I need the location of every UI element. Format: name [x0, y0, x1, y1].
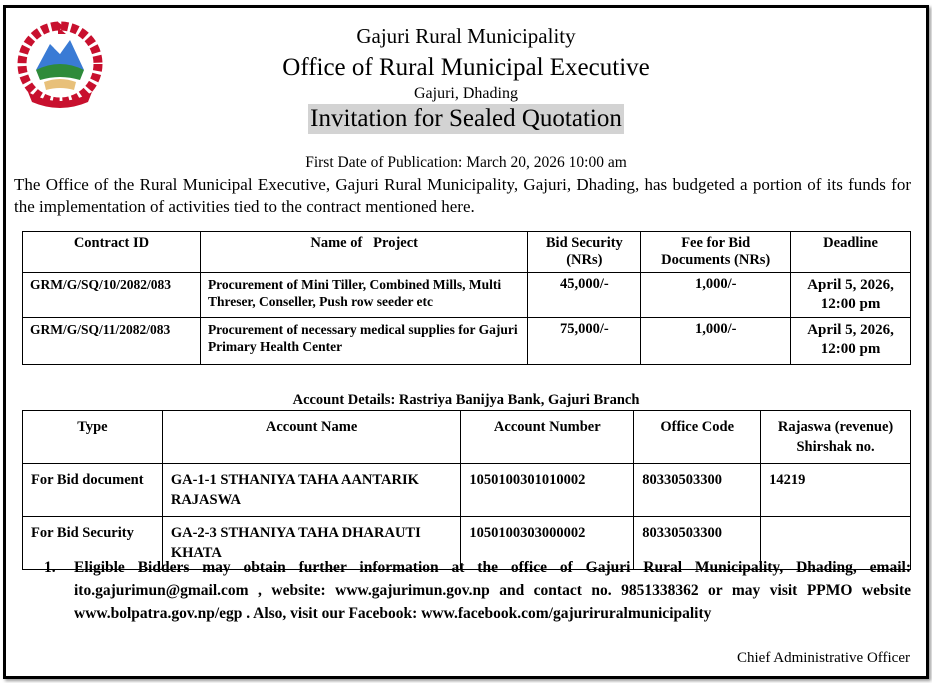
table-row: For Bid document GA-1-1 STHANIYA TAHA AA… [22, 463, 911, 517]
account-type: For Bid Security [22, 516, 163, 570]
account-type: For Bid document [22, 463, 163, 517]
col-office-code: Office Code [633, 410, 762, 464]
intro-paragraph: The Office of the Rural Municipal Execut… [14, 175, 911, 216]
signature-title: Chief Administrative Officer [736, 650, 910, 666]
page-border [3, 5, 929, 679]
office-name: Office of Rural Municipal Executive [282, 54, 650, 81]
office-code: 80330503300 [633, 516, 762, 570]
col-account-number: Account Number [460, 410, 635, 464]
deadline: April 5, 2026, 12:00 pm [790, 317, 911, 365]
col-deadline: Deadline [790, 231, 911, 273]
office-code: 80330503300 [633, 463, 762, 517]
table-row: For Bid Security GA-2-3 STHANIYA TAHA DH… [22, 516, 911, 570]
col-account-name: Account Name [161, 410, 462, 464]
project-name: Procurement of Mini Tiller, Combined Mil… [199, 272, 529, 318]
notice-title: Invitation for Sealed Quotation [308, 104, 624, 134]
contracts-table: Contract ID Name of Project Bid Security… [22, 231, 911, 365]
account-number: 1050100303000002 [460, 516, 635, 570]
account-details-title: Account Details: Rastriya Banijya Bank, … [292, 392, 640, 408]
deadline: April 5, 2026, 12:00 pm [790, 272, 911, 318]
publication-date: First Date of Publication: March 20, 202… [305, 154, 627, 171]
col-fee: Fee for Bid Documents (NRs) [640, 231, 792, 273]
note-text: Eligible Bidders may obtain further info… [74, 559, 911, 622]
office-location: Gajuri, Dhading [414, 85, 518, 102]
table-header-row: Type Account Name Account Number Office … [22, 410, 911, 464]
account-number: 1050100301010002 [460, 463, 635, 517]
note-item: 1. Eligible Bidders may obtain further i… [44, 556, 911, 625]
table-row: GRM/G/SQ/10/2082/083 Procurement of Mini… [22, 272, 911, 318]
project-name: Procurement of necessary medical supplie… [199, 317, 529, 365]
account-name: GA-2-3 STHANIYA TAHA DHARAUTI KHATA [161, 516, 462, 570]
col-type: Type [22, 410, 163, 464]
shirshak-no [760, 516, 911, 570]
bid-fee: 1,000/- [640, 317, 792, 365]
municipality-name: Gajuri Rural Municipality [356, 24, 576, 48]
table-row: GRM/G/SQ/11/2082/083 Procurement of nece… [22, 317, 911, 365]
col-contract-id: Contract ID [22, 231, 201, 273]
bid-fee: 1,000/- [640, 272, 792, 318]
note-number: 1. [44, 559, 56, 576]
col-project-name: Name of Project [199, 231, 529, 273]
bid-security: 75,000/- [527, 317, 642, 365]
nepal-emblem-logo [17, 21, 103, 108]
table-header-row: Contract ID Name of Project Bid Security… [22, 231, 911, 273]
col-bid-security: Bid Security (NRs) [527, 231, 642, 273]
bid-security: 45,000/- [527, 272, 642, 318]
contract-id: GRM/G/SQ/10/2082/083 [22, 272, 201, 318]
account-name: GA-1-1 STHANIYA TAHA AANTARIK RAJASWA [161, 463, 462, 517]
col-shirshak: Rajaswa (revenue) Shirshak no. [760, 410, 911, 464]
contract-id: GRM/G/SQ/11/2082/083 [22, 317, 201, 365]
accounts-table: Type Account Name Account Number Office … [22, 410, 911, 570]
shirshak-no: 14219 [760, 463, 911, 517]
